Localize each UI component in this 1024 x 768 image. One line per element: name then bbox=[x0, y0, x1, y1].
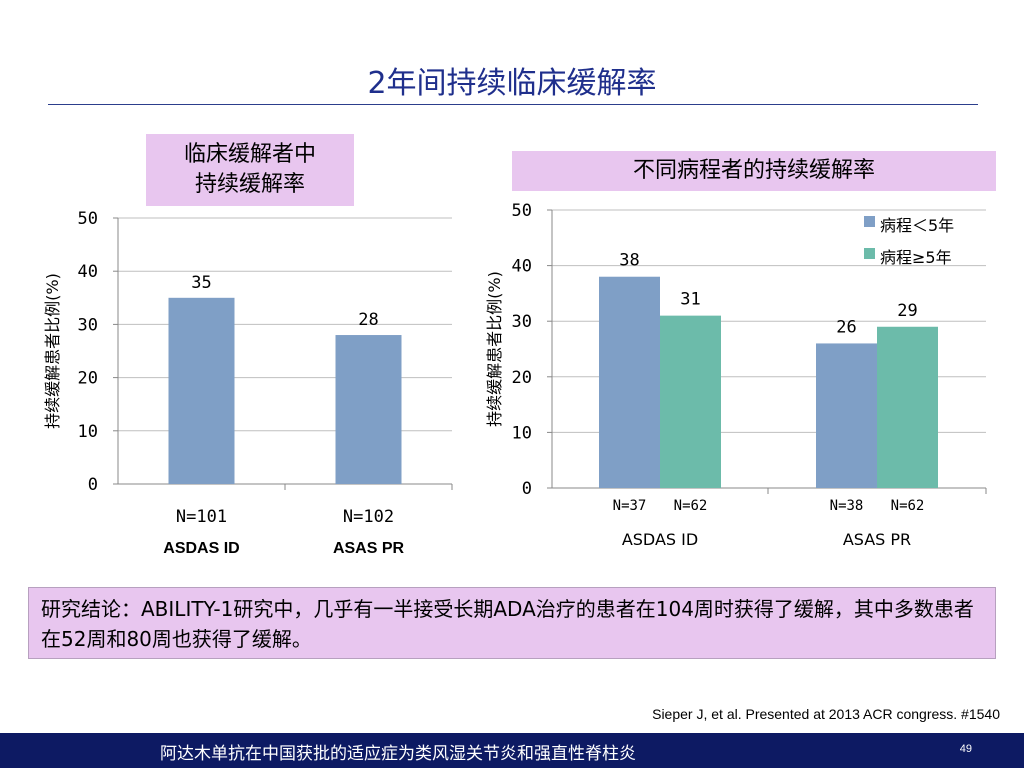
right-chart-bar bbox=[660, 315, 721, 488]
left-chart-caption: 临床缓解者中 持续缓解率 bbox=[146, 134, 354, 206]
left-chart-y-tick-label: 30 bbox=[78, 315, 98, 335]
left-chart-data-label: 35 bbox=[191, 273, 211, 293]
left-chart-y-tick-label: 40 bbox=[78, 262, 98, 282]
right-chart-bar bbox=[877, 326, 938, 488]
right-chart-data-label: 31 bbox=[680, 290, 700, 310]
footer-text: 阿达木单抗在中国获批的适应症为类风湿关节炎和强直性脊柱炎 bbox=[160, 744, 636, 764]
right-chart-n-label: N=38 bbox=[830, 498, 864, 514]
left-chart-n-label: N=101 bbox=[176, 507, 227, 527]
footer-bar: 阿达木单抗在中国获批的适应症为类风湿关节炎和强直性脊柱炎 49 bbox=[0, 733, 1024, 768]
right-chart-n-label: N=62 bbox=[674, 498, 708, 514]
right-chart-legend-label: 病程＜5年 bbox=[880, 216, 954, 235]
right-chart-n-label: N=62 bbox=[891, 498, 925, 514]
right-chart-y-axis-label: 持续缓解患者比例(%) bbox=[485, 271, 504, 427]
right-chart-bar bbox=[816, 343, 877, 488]
right-chart-bar bbox=[599, 276, 660, 488]
citation: Sieper J, et al. Presented at 2013 ACR c… bbox=[652, 706, 1000, 722]
page-number: 49 bbox=[959, 743, 972, 755]
left-chart-category-label: ASDAS ID bbox=[163, 540, 239, 557]
right-chart-y-tick-label: 40 bbox=[512, 257, 532, 277]
left-chart-y-tick-label: 0 bbox=[88, 475, 98, 495]
right-chart-y-tick-label: 30 bbox=[512, 312, 532, 332]
title-divider bbox=[48, 104, 978, 105]
right-chart-legend-swatch bbox=[864, 248, 875, 259]
left-chart-data-label: 28 bbox=[358, 310, 378, 330]
right-chart-y-tick-label: 50 bbox=[512, 201, 532, 221]
right-chart-legend-label: 病程≥5年 bbox=[880, 248, 952, 267]
left-chart-y-tick-label: 20 bbox=[78, 369, 98, 389]
right-chart-y-tick-label: 10 bbox=[512, 423, 532, 443]
right-chart-legend-swatch bbox=[864, 216, 875, 227]
left-chart-n-label: N=102 bbox=[343, 507, 394, 527]
right-chart-data-label: 26 bbox=[836, 317, 856, 337]
left-chart-y-tick-label: 10 bbox=[78, 422, 98, 442]
right-chart-data-label: 38 bbox=[619, 251, 639, 271]
left-chart-y-axis-label: 持续缓解患者比例(%) bbox=[43, 273, 62, 429]
right-chart-y-tick-label: 0 bbox=[522, 479, 532, 499]
right-chart-data-label: 29 bbox=[897, 301, 917, 321]
left-chart-y-tick-label: 50 bbox=[78, 209, 98, 229]
right-chart-n-label: N=37 bbox=[613, 498, 647, 514]
left-chart-bar bbox=[335, 335, 402, 484]
left-caption-line2: 持续缓解率 bbox=[194, 172, 305, 197]
right-chart-caption: 不同病程者的持续缓解率 bbox=[512, 151, 996, 191]
left-chart-bar bbox=[168, 297, 235, 484]
conclusion-box: 研究结论：ABILITY-1研究中，几乎有一半接受长期ADA治疗的患者在104周… bbox=[28, 587, 996, 659]
slide-title: 2年间持续临床缓解率 bbox=[367, 66, 657, 101]
right-chart-category-label: ASAS PR bbox=[843, 530, 911, 549]
right-chart-y-tick-label: 20 bbox=[512, 368, 532, 388]
right-chart-category-label: ASDAS ID bbox=[622, 530, 698, 549]
left-caption-line1: 临床缓解者中 bbox=[183, 142, 316, 167]
left-chart-category-label: ASAS PR bbox=[333, 540, 405, 557]
